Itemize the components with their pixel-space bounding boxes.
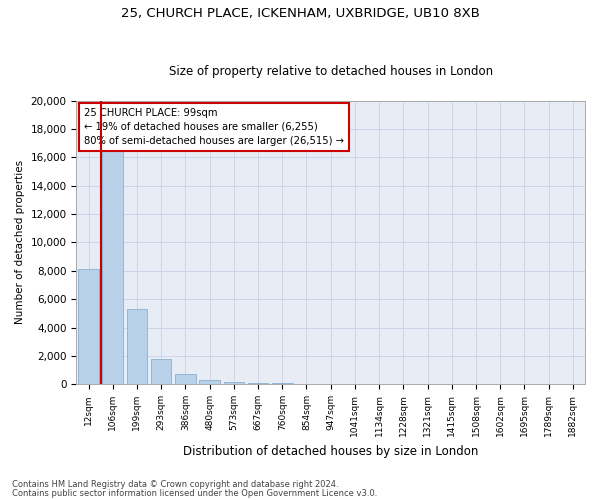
Bar	[199, 380, 220, 384]
Text: Contains public sector information licensed under the Open Government Licence v3: Contains public sector information licen…	[12, 488, 377, 498]
Bar	[224, 382, 244, 384]
Bar	[103, 148, 123, 384]
Bar	[175, 374, 196, 384]
Bar	[78, 270, 99, 384]
Y-axis label: Number of detached properties: Number of detached properties	[15, 160, 25, 324]
Title: Size of property relative to detached houses in London: Size of property relative to detached ho…	[169, 66, 493, 78]
Bar	[248, 383, 268, 384]
Text: Contains HM Land Registry data © Crown copyright and database right 2024.: Contains HM Land Registry data © Crown c…	[12, 480, 338, 489]
Text: 25 CHURCH PLACE: 99sqm
← 19% of detached houses are smaller (6,255)
80% of semi-: 25 CHURCH PLACE: 99sqm ← 19% of detached…	[84, 108, 344, 146]
X-axis label: Distribution of detached houses by size in London: Distribution of detached houses by size …	[183, 444, 478, 458]
Bar	[151, 359, 172, 384]
Text: 25, CHURCH PLACE, ICKENHAM, UXBRIDGE, UB10 8XB: 25, CHURCH PLACE, ICKENHAM, UXBRIDGE, UB…	[121, 8, 479, 20]
Bar	[127, 309, 147, 384]
